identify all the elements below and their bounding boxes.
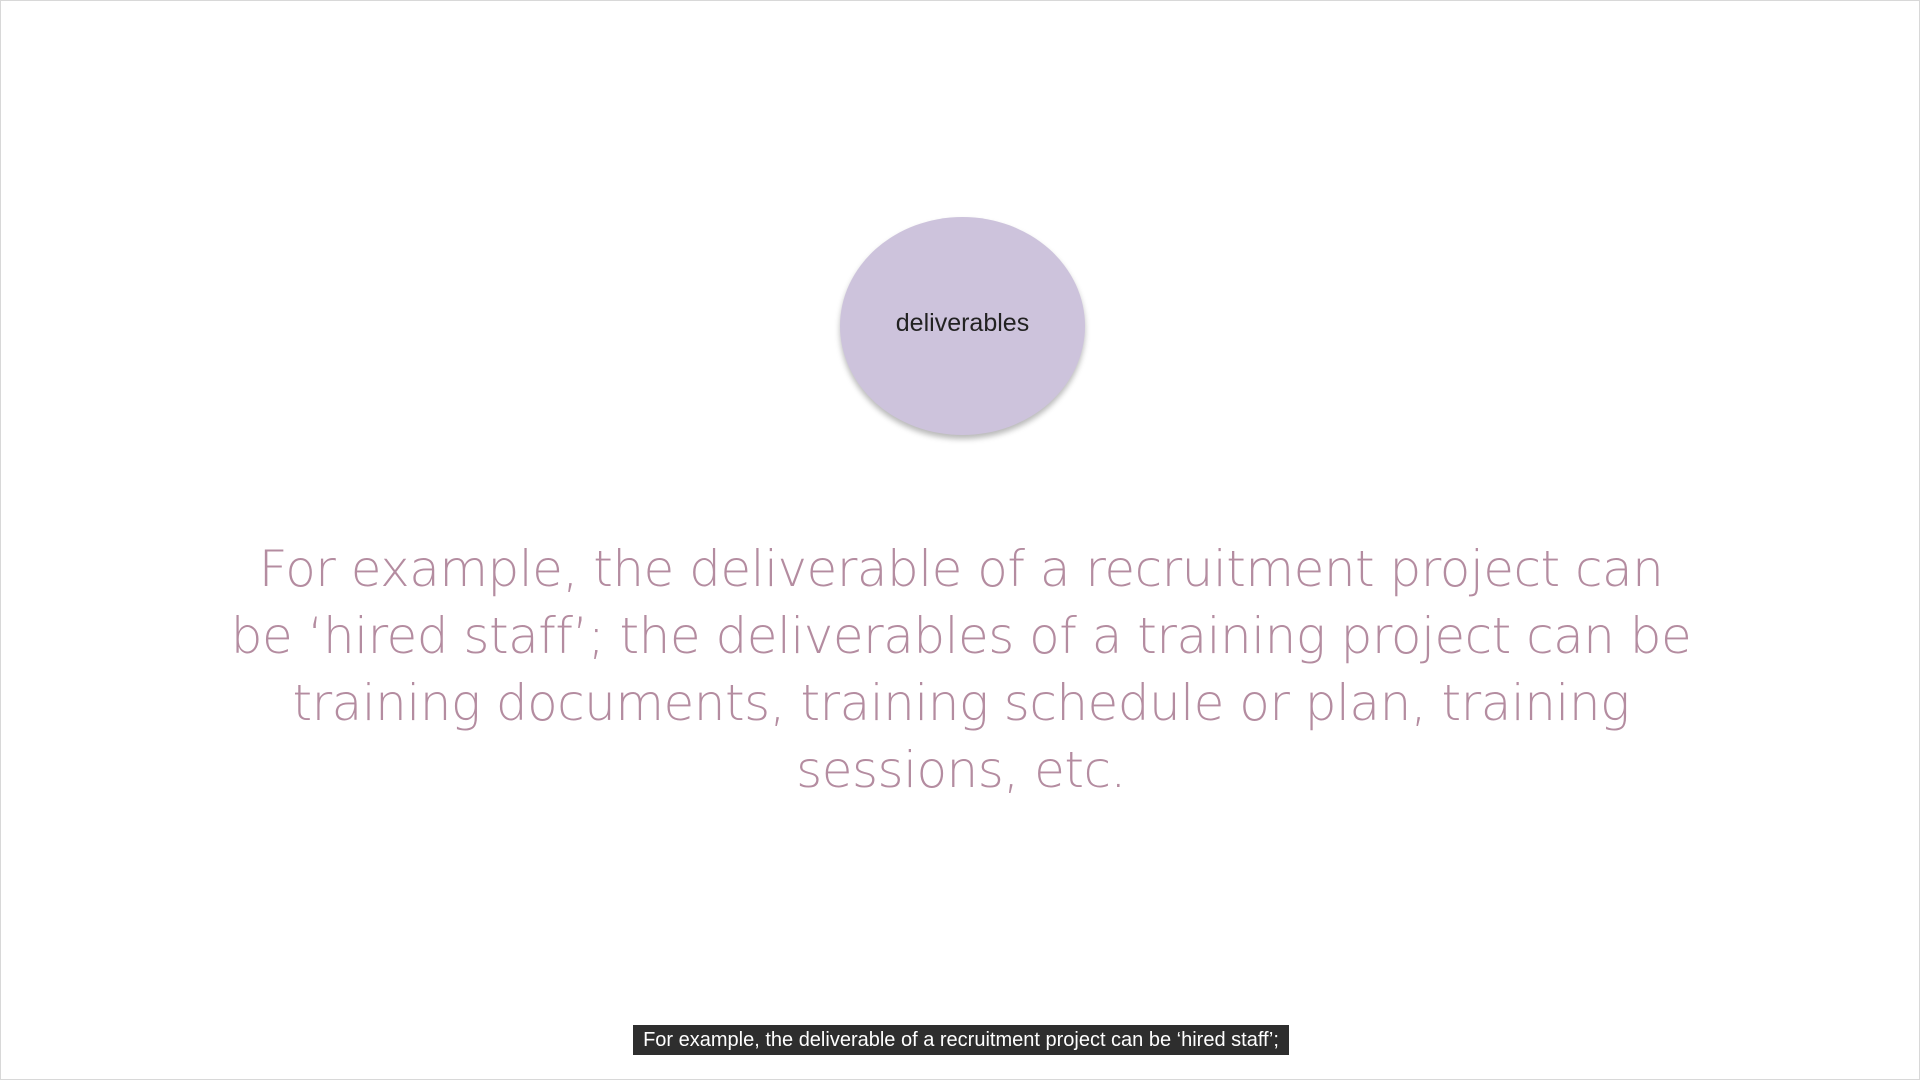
slide-body-text: For example, the deliverable of a recrui… [181, 536, 1741, 804]
body-line: be ‘hired staff’; the deliverables of a … [230, 607, 1692, 665]
subtitle-caption: For example, the deliverable of a recrui… [633, 1025, 1289, 1055]
caption-container: For example, the deliverable of a recrui… [1, 1025, 1920, 1055]
circle-label: deliverables [895, 308, 1030, 337]
deliverables-circle: deliverables [840, 217, 1085, 435]
body-line: For example, the deliverable of a recrui… [258, 540, 1664, 598]
body-line: sessions, etc. [796, 741, 1126, 799]
body-line: training documents, training schedule or… [292, 674, 1630, 732]
